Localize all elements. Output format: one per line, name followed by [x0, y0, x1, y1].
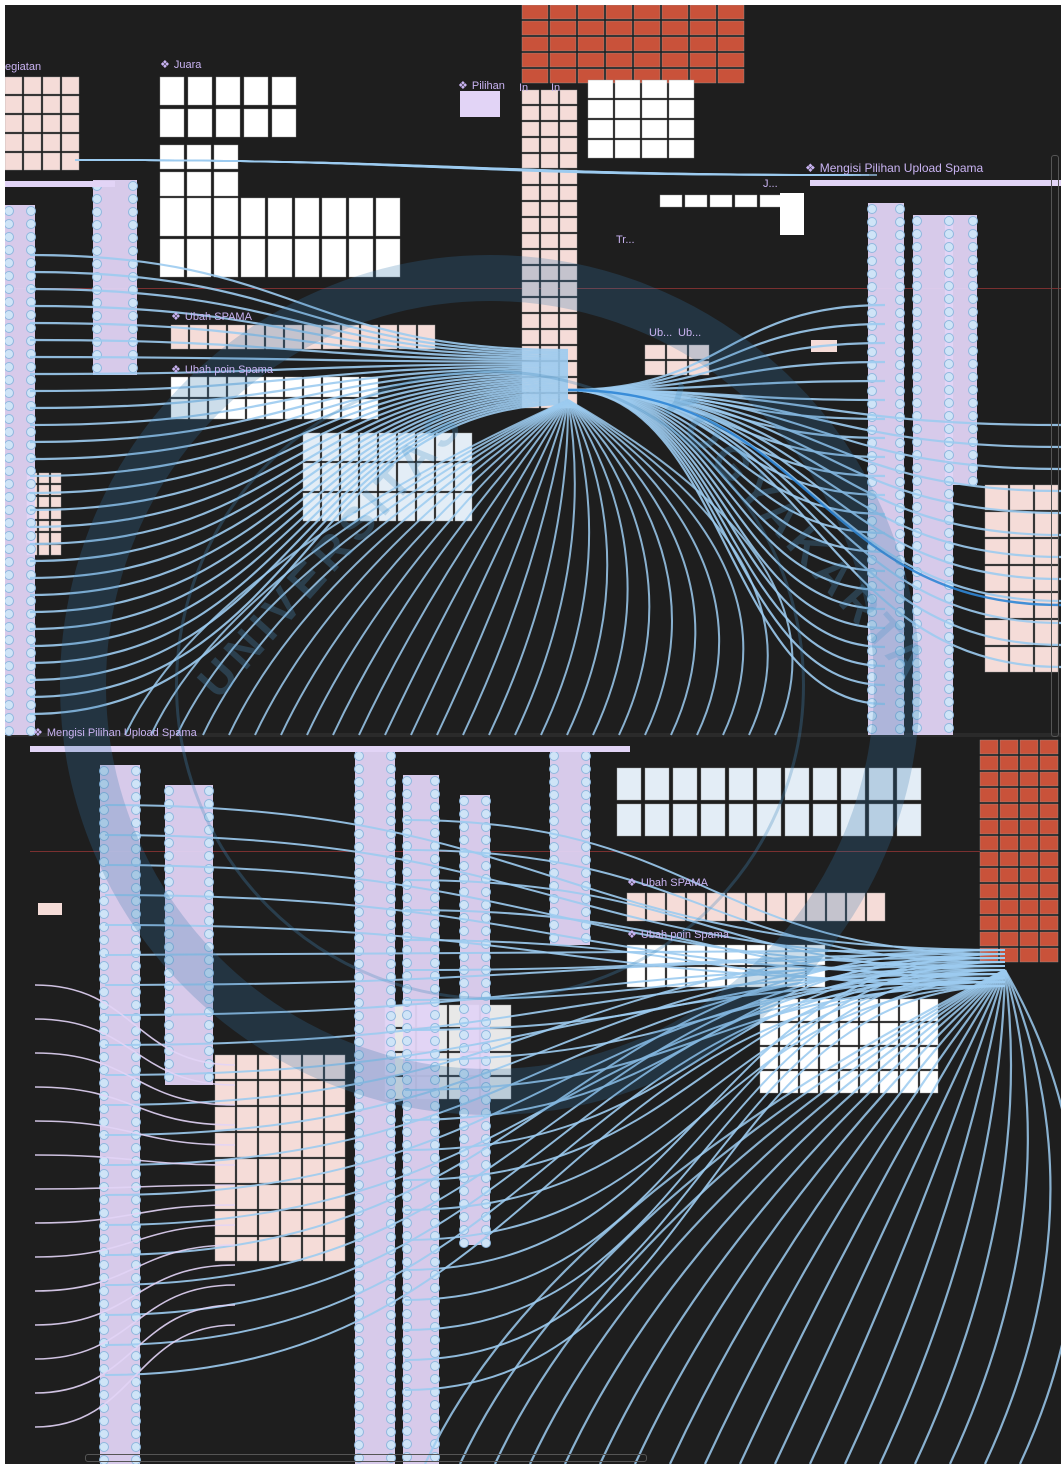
- flow-label-ubah-spama-bottom[interactable]: ❖ Ubah SPAMA: [627, 877, 708, 889]
- diamond-component-icon: ❖: [627, 929, 637, 941]
- canvas-bottom-view[interactable]: [5, 735, 1061, 1464]
- diamond-component-icon: ❖: [627, 877, 637, 889]
- diamond-component-icon: ❖: [458, 80, 468, 92]
- flow-label-j[interactable]: J...: [763, 178, 778, 190]
- diamond-component-icon: ❖: [171, 364, 181, 376]
- flow-label-ub-1[interactable]: Ub...: [649, 327, 673, 339]
- flow-label-ubah-poin-bottom[interactable]: ❖ Ubah poin Spama: [627, 929, 729, 941]
- flow-label-in-1[interactable]: In: [519, 82, 529, 94]
- diamond-component-icon: ❖: [160, 59, 170, 71]
- guide-line: [30, 851, 980, 852]
- flow-label-tr[interactable]: Tr...: [616, 234, 635, 246]
- flow-label-ub-2[interactable]: Ub...: [678, 327, 702, 339]
- diamond-component-icon: ❖: [171, 311, 181, 323]
- flow-label-ubah-poin-top[interactable]: ❖ Ubah poin Spama: [171, 364, 273, 376]
- flow-label-mengisi-top[interactable]: ❖ Mengisi Pilihan Upload Spama: [805, 161, 984, 175]
- prototype-canvas[interactable]: UNIVERSITAS YOGYAKARTA egiatan ❖ Juara ❖ P…: [5, 5, 1061, 1464]
- flow-label-pilihan[interactable]: ❖ Pilihan: [458, 80, 505, 92]
- flow-label-ubah-spama-top[interactable]: ❖ Ubah SPAMA: [171, 311, 252, 323]
- diamond-component-icon: ❖: [805, 161, 816, 175]
- flow-label-juara[interactable]: ❖ Juara: [160, 59, 202, 71]
- canvas-top-view[interactable]: [5, 5, 1061, 735]
- flow-label-in-2[interactable]: In: [551, 82, 561, 94]
- vertical-scrollbar[interactable]: [1051, 155, 1059, 737]
- flow-label-mengisi-bottom[interactable]: ❖ Mengisi Pilihan Upload Spama: [33, 727, 197, 739]
- guide-line: [5, 288, 1061, 289]
- horizontal-scrollbar[interactable]: [85, 1454, 647, 1462]
- flow-label-kegiatan[interactable]: egiatan: [5, 61, 42, 73]
- diamond-component-icon: ❖: [33, 727, 43, 739]
